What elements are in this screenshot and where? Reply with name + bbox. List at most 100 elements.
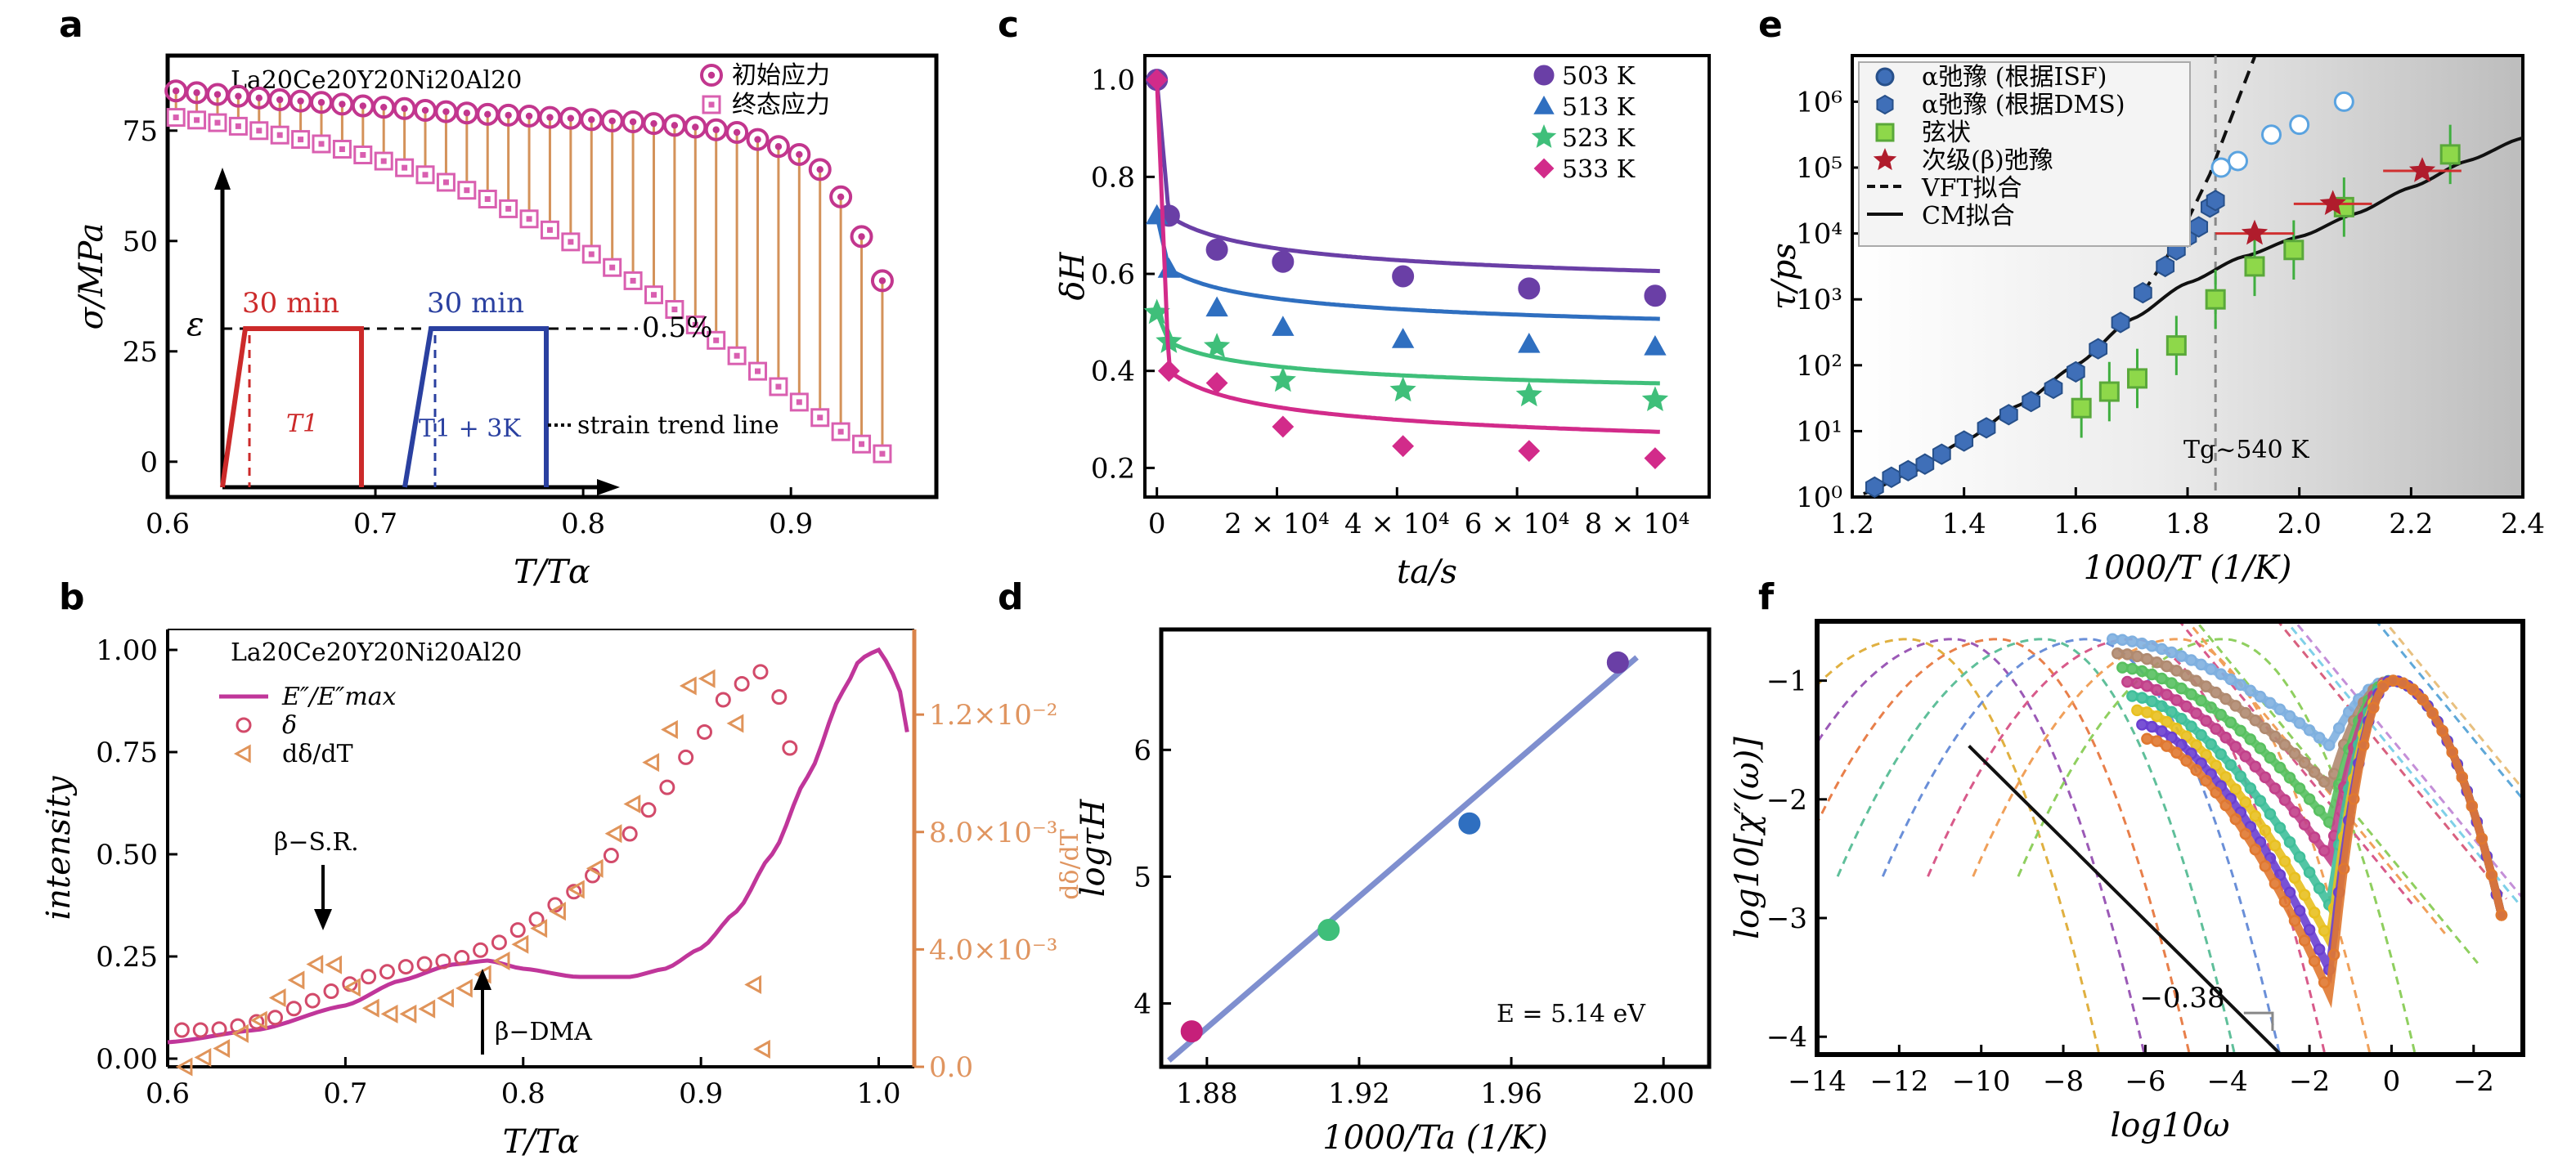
f-spectrum-point bbox=[2151, 683, 2163, 696]
e-beta-point bbox=[2241, 219, 2269, 245]
f-spectrum-point bbox=[2229, 741, 2242, 753]
c-legend-marker bbox=[1531, 124, 1557, 148]
b-derivative-point bbox=[287, 970, 305, 990]
f-spectrum-point bbox=[2313, 882, 2326, 894]
e-string-point bbox=[2244, 256, 2265, 277]
f-model-curve bbox=[1817, 638, 2146, 1055]
a-initial-stress-point-dot bbox=[588, 116, 595, 123]
a-initial-stress-point-dot bbox=[754, 136, 761, 143]
a-inset-eps: ε bbox=[186, 306, 204, 343]
e-y-tick-label: 10³ bbox=[1796, 284, 1842, 316]
a-x-tick-label: 0.7 bbox=[353, 508, 397, 540]
c-y-tick-label: 0.2 bbox=[1091, 452, 1135, 485]
f-spectrum-point bbox=[2190, 674, 2202, 687]
f-spectrum-point bbox=[2170, 665, 2183, 677]
e-string-point bbox=[2283, 240, 2304, 261]
f-spectrum-point bbox=[2332, 722, 2345, 735]
f-spectrum-point bbox=[2249, 809, 2262, 822]
c-y-tick-label: 1.0 bbox=[1091, 65, 1135, 97]
f-spectrum-point bbox=[2313, 732, 2326, 744]
f-model-curve bbox=[1881, 638, 2282, 1055]
f-model-curve bbox=[1817, 638, 2101, 1055]
f-spectrum-point bbox=[2495, 909, 2508, 921]
a-inset-t2: T1 + 3K bbox=[419, 414, 521, 443]
e-x-tick-label: 1.2 bbox=[1830, 508, 1874, 540]
a-final-stress-point-dot bbox=[256, 128, 263, 134]
e-dms-point bbox=[2111, 311, 2130, 334]
f-spectrum-point bbox=[2161, 715, 2173, 728]
a-initial-stress-point bbox=[746, 128, 770, 151]
panel-letter-c: c bbox=[998, 4, 1019, 46]
b-annot-sr: β−S.R. bbox=[274, 828, 359, 857]
a-initial-stress-point bbox=[788, 142, 811, 166]
f-spectrum-point bbox=[2136, 665, 2148, 678]
f-spectrum-point bbox=[2259, 860, 2272, 872]
e-dms-point bbox=[1898, 459, 1918, 481]
b-derivative-point bbox=[642, 753, 660, 773]
a-legend-label-initial: 初始应力 bbox=[732, 61, 830, 90]
a-y-tick-label: 25 bbox=[123, 336, 158, 369]
panel-letter-e: e bbox=[1758, 4, 1783, 46]
b-delta-point bbox=[249, 1014, 265, 1030]
f-ylabel: log10[χ″(ω)] bbox=[1729, 737, 1766, 939]
a-initial-stress-point-dot bbox=[421, 106, 429, 114]
a-initial-stress-point bbox=[829, 185, 853, 208]
b-delta-point bbox=[267, 1010, 284, 1026]
a-final-stress-point-dot bbox=[546, 226, 553, 233]
b-delta-point bbox=[211, 1021, 227, 1037]
a-inset-strain-label: 0.5% bbox=[642, 311, 712, 344]
f-spectrum-point bbox=[2298, 889, 2311, 901]
panel-d: d 1.88 1.92 1.96 2.00 4 5 6 1000/Ta (1/K) logτH E … bbox=[998, 576, 1712, 1157]
e-string-point bbox=[2071, 397, 2092, 419]
a-final-stress-point-dot bbox=[568, 239, 574, 245]
c-data-point bbox=[1644, 447, 1667, 469]
b-loss-modulus-curve bbox=[167, 647, 909, 1045]
f-spectrum-point bbox=[2269, 730, 2282, 743]
f-spectrum-point bbox=[2165, 646, 2178, 659]
a-initial-stress-point-dot bbox=[276, 96, 284, 104]
f-spectrum-point bbox=[2244, 782, 2257, 795]
c-data-point bbox=[1269, 366, 1296, 392]
b-delta-point bbox=[696, 723, 712, 740]
b-derivative-point bbox=[492, 951, 510, 971]
a-final-stress-point-dot bbox=[755, 368, 761, 374]
a-initial-stress-point bbox=[766, 135, 790, 159]
b-delta-point bbox=[416, 956, 433, 972]
f-spectrum-point bbox=[2170, 694, 2183, 706]
b-derivative-point bbox=[268, 988, 286, 1008]
b-derivative-point bbox=[530, 919, 548, 938]
c-legend-marker bbox=[1533, 158, 1555, 179]
panel-letter-a: a bbox=[59, 4, 83, 46]
f-spectrum-curve bbox=[2143, 676, 2506, 1009]
a-legend-marker-initial-dot bbox=[707, 71, 716, 79]
a-initial-stress-point-dot bbox=[339, 101, 346, 108]
b-y2-tick-label: 8.0×10⁻³ bbox=[929, 817, 1057, 849]
c-data-point bbox=[1272, 316, 1295, 336]
f-spectrum-point bbox=[2288, 915, 2301, 927]
b-x-tick-label: 0.8 bbox=[501, 1077, 545, 1110]
e-dms-point bbox=[1954, 430, 1974, 452]
f-spectrum-point bbox=[2318, 775, 2331, 788]
f-spectrum-point bbox=[2195, 728, 2207, 741]
f-model-curve bbox=[1972, 638, 2372, 1055]
b-delta-point bbox=[659, 779, 675, 795]
b-derivative-point bbox=[399, 1004, 417, 1023]
b-y2-tick-label: 4.0×10⁻³ bbox=[929, 934, 1057, 966]
f-spectrum-point bbox=[2200, 749, 2212, 761]
b-delta-point bbox=[361, 969, 377, 985]
a-initial-stress-point-dot bbox=[567, 114, 575, 122]
e-dms-point bbox=[2156, 255, 2175, 278]
f-spectrum-point bbox=[2175, 650, 2188, 662]
a-final-stress-point-dot bbox=[588, 251, 595, 258]
e-x-tick-label: 1.6 bbox=[2053, 508, 2098, 540]
c-ylabel: δH bbox=[1054, 251, 1092, 300]
a-final-stress-point-dot bbox=[402, 164, 408, 171]
f-spectrum-point bbox=[2200, 714, 2212, 728]
f-spectrum-point bbox=[2273, 761, 2287, 774]
b-annot-dma: β−DMA bbox=[495, 1018, 592, 1046]
f-y-tick-label: −3 bbox=[1766, 903, 1807, 935]
f-spectrum-point bbox=[2288, 806, 2301, 818]
a-final-stress-point-dot bbox=[713, 337, 720, 343]
a-final-stress-point-dot bbox=[879, 450, 886, 457]
b-delta-point bbox=[715, 692, 731, 708]
